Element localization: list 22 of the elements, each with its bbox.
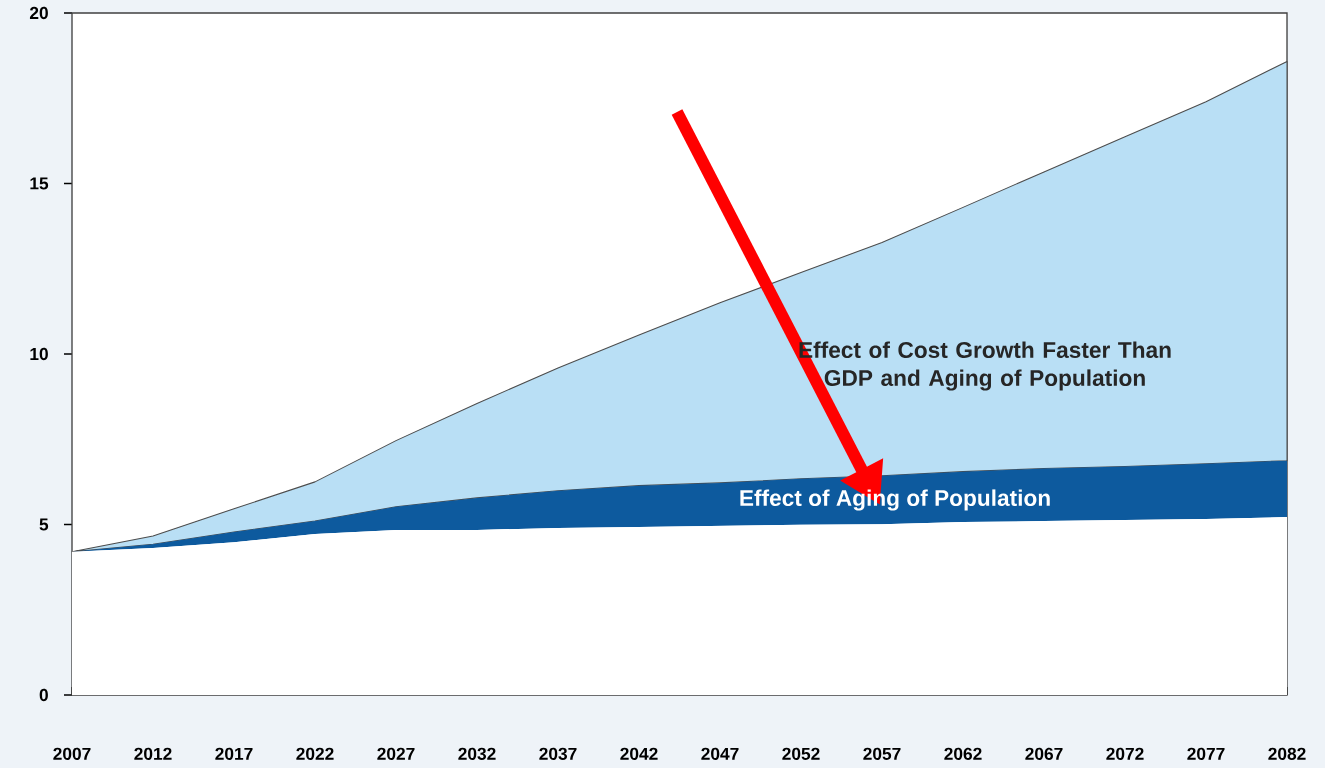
x-tick-label: 2007: [53, 747, 91, 760]
x-tick-label: 2047: [701, 747, 739, 760]
x-tick-label: 2067: [1025, 747, 1063, 760]
x-tick-label: 2077: [1187, 747, 1225, 760]
annotation: Effect of Aging of Population: [740, 489, 1050, 511]
x-tick-label: 2027: [377, 747, 415, 760]
x-tick-label: 2032: [458, 747, 496, 760]
x-tick-label: 2022: [296, 747, 334, 760]
x-tick-label: 2017: [215, 747, 253, 760]
y-tick-label: 15: [30, 177, 49, 190]
x-tick-label: 2082: [1268, 747, 1306, 760]
x-tick-label: 2057: [863, 747, 901, 760]
y-tick-label: 20: [29, 6, 48, 20]
y-tick-label: 5: [39, 518, 49, 531]
x-tick-label: 2052: [782, 747, 820, 760]
x-tick-label: 2042: [620, 747, 658, 760]
x-tick-label: 2072: [1106, 747, 1144, 760]
x-tick-label: 2037: [539, 747, 577, 760]
x-tick-label: 2062: [944, 747, 982, 760]
x-tick-label: 2012: [134, 747, 172, 760]
y-tick-label: 10: [30, 347, 48, 361]
y-tick-label: 0: [39, 688, 48, 702]
